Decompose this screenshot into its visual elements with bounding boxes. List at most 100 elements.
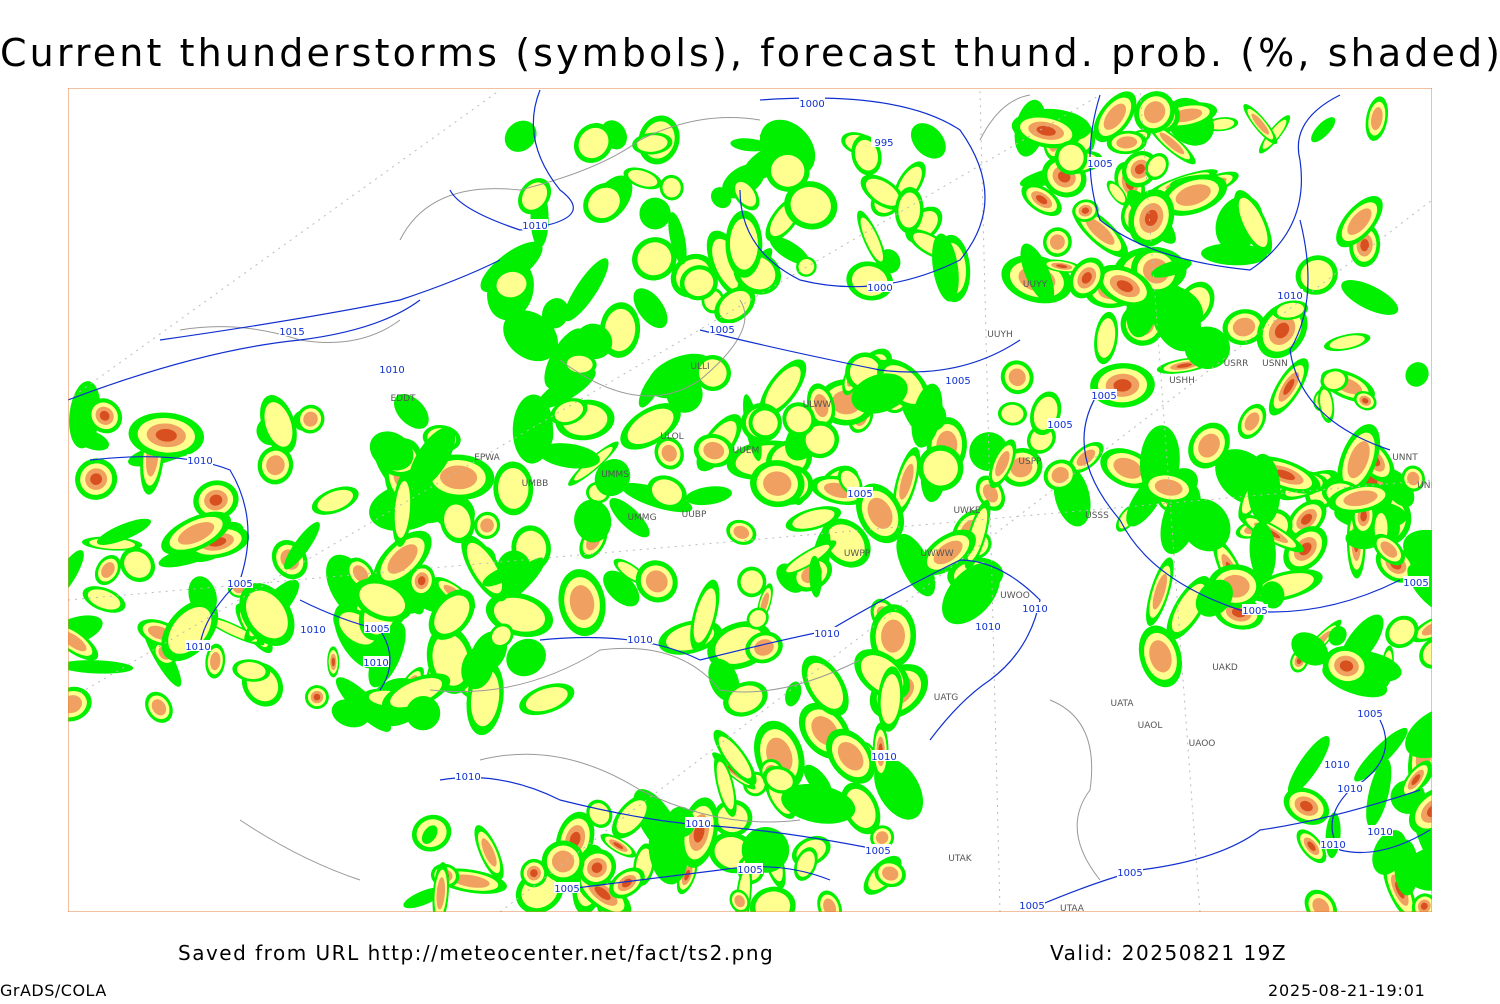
shading-blob: [1154, 479, 1183, 496]
shading-blob: [1051, 467, 1069, 484]
shading-blob: [1307, 841, 1316, 851]
station-label: UTAK: [948, 854, 973, 864]
shading-blob: [1238, 197, 1268, 248]
isobar: [439, 776, 1421, 906]
shading-blob: [603, 570, 640, 607]
shading-blob: [491, 626, 511, 645]
shading-blob: [1426, 803, 1432, 818]
shading-blob: [1081, 207, 1090, 214]
shading-blob: [896, 533, 936, 597]
shading-blob: [481, 838, 497, 867]
shading-blob: [1328, 626, 1347, 646]
shading-blob: [496, 271, 527, 298]
isobar-label-bg: [709, 323, 735, 334]
shading-blob: [616, 800, 647, 834]
shading-blob: [1274, 322, 1290, 339]
shading-blob: [645, 570, 668, 593]
shading-blob: [331, 657, 335, 667]
shading-blob: [1276, 302, 1304, 318]
station-label: UAOL: [1138, 721, 1163, 731]
grid-line: [68, 479, 1432, 601]
shading-blob: [1354, 727, 1408, 782]
shading-blob: [434, 595, 470, 634]
station-label: ULOL: [660, 432, 683, 442]
isobar-label: 1010: [685, 819, 710, 830]
shading-blob: [210, 652, 221, 671]
isobar-label-bg: [945, 374, 971, 385]
shading-blob: [512, 394, 553, 464]
isobar-label-bg: [685, 817, 711, 828]
shading-blob: [637, 242, 672, 276]
shading-blob: [792, 509, 835, 529]
shading-blob: [875, 831, 889, 844]
shading-blob: [1096, 318, 1116, 358]
isobar-label: 1010: [1367, 827, 1392, 838]
station-label: UWWW: [920, 549, 953, 559]
shading-blob: [124, 551, 151, 578]
shading-blob: [554, 401, 584, 423]
shading-blob: [390, 677, 443, 708]
isobar: [449, 89, 986, 288]
isobar-label-bg: [975, 620, 1001, 631]
shading-blob: [538, 443, 600, 469]
shading-blob: [1275, 469, 1296, 481]
station-label: ULWW: [803, 400, 832, 410]
isobar-label-bg: [1087, 157, 1113, 168]
shading-blob: [569, 585, 595, 621]
shading-blob: [493, 597, 545, 632]
shading-blob: [1362, 397, 1369, 404]
isobar-label-bg: [185, 640, 211, 651]
isobar-label: 995: [874, 138, 893, 149]
shading-blob: [1056, 264, 1068, 269]
shading-blob: [405, 696, 441, 731]
shading-blob: [803, 764, 832, 797]
shading-blob: [1058, 144, 1084, 171]
shading-blob: [452, 874, 490, 888]
shading-blob: [1437, 820, 1458, 872]
shading-blob: [264, 402, 293, 447]
isobar-label: 1005: [1047, 420, 1072, 431]
shading-blob: [763, 471, 792, 496]
station-label: UUYH: [987, 330, 1012, 340]
shading-blob: [1420, 798, 1432, 823]
shading-blob: [1421, 620, 1432, 636]
station-label: ULLI: [690, 362, 709, 372]
isobar-label: 1010: [300, 625, 325, 636]
shading-blob: [881, 619, 905, 653]
shading-blob: [1411, 774, 1421, 786]
isobar-label-bg: [455, 770, 481, 781]
software-credit: GrADS/COLA: [0, 981, 107, 1000]
isobar-label: 1005: [847, 489, 872, 500]
isobar-label-bg: [187, 454, 213, 465]
shading-blob: [1049, 234, 1065, 250]
shading-blob: [417, 576, 426, 586]
isobar-label-bg: [847, 487, 873, 498]
station-label: USHH: [1169, 376, 1195, 386]
shading-blob: [693, 588, 716, 643]
shading-blob: [719, 290, 751, 320]
shading-blob: [685, 486, 732, 506]
valid-time: Valid: 20250821 19Z: [1050, 941, 1287, 965]
isobar-label-bg: [1047, 418, 1073, 429]
shading-blob: [151, 699, 167, 716]
shading-blob: [1035, 195, 1048, 205]
shading-blob: [633, 288, 668, 329]
shading-blob: [899, 463, 914, 500]
shading-blob: [684, 869, 691, 881]
shading-blob: [796, 851, 815, 877]
shading-blob: [769, 236, 810, 265]
shading-blob: [752, 410, 778, 436]
isobar-label: 1005: [1117, 868, 1142, 879]
shading-blob: [805, 425, 835, 454]
isobar-label: 1015: [279, 327, 304, 338]
shading-blob: [807, 662, 844, 709]
shading-blob: [1394, 839, 1419, 896]
shading-blob: [1343, 490, 1378, 507]
isobar-label-bg: [1367, 825, 1393, 836]
shading-blob: [1247, 453, 1281, 525]
isobar-label: 1005: [1091, 391, 1116, 402]
shading-blob: [440, 465, 478, 490]
shading-blob: [387, 544, 418, 574]
shading-blob: [1347, 441, 1370, 479]
grid-line: [1139, 89, 1201, 912]
